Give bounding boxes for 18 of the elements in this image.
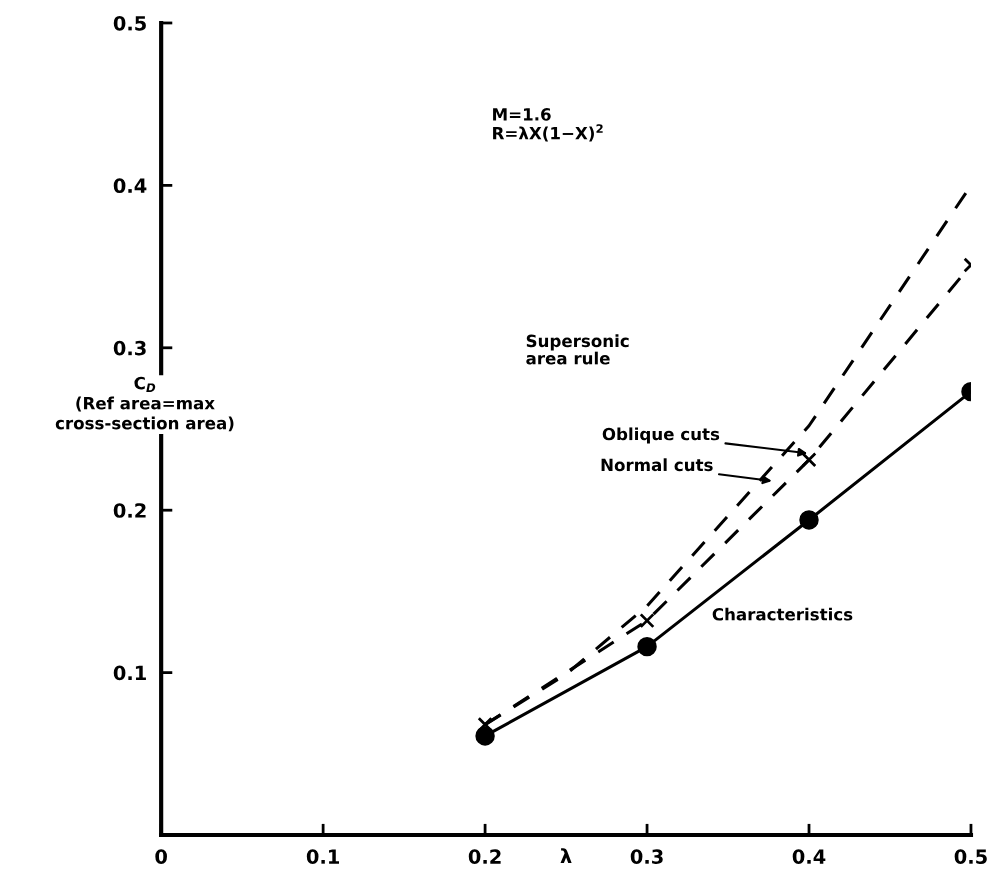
series-label: Characteristics [712, 607, 853, 621]
y-tick-label: 0.5 [113, 15, 146, 31]
y-tick-label: 0.4 [113, 178, 147, 194]
x-tick-label: 0.5 [954, 849, 987, 864]
x-tick-label: 0.1 [306, 849, 340, 864]
x-axis-title: λ [560, 848, 572, 864]
text: Oblique cuts [602, 427, 720, 444]
annotation: Supersonic area rule [526, 334, 629, 365]
x-tick-label: 0.3 [630, 849, 663, 864]
x-tick-label: 0.2 [468, 849, 501, 864]
x-tick-label: 0.4 [792, 849, 826, 864]
text: Normal cuts [601, 458, 713, 472]
y-axis-title: C$_{D}$ (Ref area=max cross-section area) [55, 376, 234, 432]
annotation: M=1.6 R=λX(1−X)$^{2}$ [493, 108, 603, 142]
x-tick-label: 0 [155, 849, 167, 864]
y-tick-label: 0.3 [113, 340, 146, 356]
y-tick-label: 0.1 [113, 665, 146, 681]
y-tick-label: 0.2 [113, 503, 146, 518]
